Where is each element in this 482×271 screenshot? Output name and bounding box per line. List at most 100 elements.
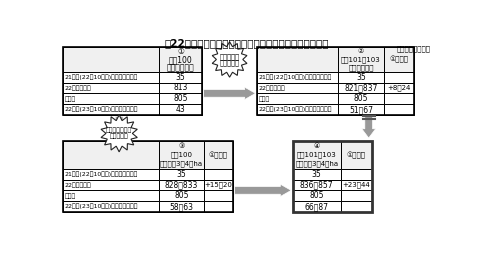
- Polygon shape: [203, 87, 255, 99]
- Text: 35: 35: [312, 170, 321, 179]
- Bar: [257, 47, 338, 72]
- Text: 過剰作付3～4万ha: 過剰作付3～4万ha: [160, 161, 203, 167]
- Text: 22年産生産量: 22年産生産量: [65, 182, 92, 188]
- Text: 22年産(23年10月末)持越在庫見通し: 22年産(23年10月末)持越在庫見通し: [65, 204, 138, 209]
- Bar: [293, 190, 341, 201]
- Bar: [203, 141, 233, 169]
- Text: 作況101～103: 作況101～103: [341, 56, 381, 63]
- Text: ②: ②: [358, 48, 364, 54]
- Text: 需要量: 需要量: [65, 193, 76, 199]
- Text: 、22年産米の作柄・作付状況にともなう需給ギャップ】: 、22年産米の作柄・作付状況にともなう需給ギャップ】: [165, 38, 329, 48]
- Text: 作況100: 作況100: [171, 152, 192, 158]
- Text: 過剰米発生: 過剰米発生: [220, 59, 240, 66]
- Text: 22年産生産量: 22年産生産量: [259, 85, 285, 91]
- Text: 58～63: 58～63: [170, 202, 194, 211]
- Text: 836～857: 836～857: [300, 180, 334, 189]
- Bar: [293, 180, 341, 190]
- Text: 813: 813: [174, 83, 188, 92]
- Text: ③: ③: [178, 143, 185, 149]
- Bar: [63, 104, 160, 115]
- Polygon shape: [212, 42, 247, 77]
- Text: 21年産(22年10月末)持越在庫見通し: 21年産(22年10月末)持越在庫見通し: [65, 74, 138, 80]
- Bar: [338, 83, 384, 93]
- Bar: [338, 104, 384, 115]
- Text: ①との差: ①との差: [347, 151, 366, 159]
- Bar: [160, 169, 203, 180]
- Bar: [203, 169, 233, 180]
- Text: 43: 43: [176, 105, 186, 114]
- Bar: [203, 180, 233, 190]
- Polygon shape: [101, 115, 137, 152]
- Bar: [257, 83, 338, 93]
- Text: 過剰作付なし: 過剰作付なし: [348, 64, 374, 71]
- Polygon shape: [362, 117, 375, 138]
- Bar: [63, 93, 160, 104]
- Text: 需要量: 需要量: [259, 96, 270, 102]
- Bar: [160, 141, 203, 169]
- Text: 豊作による: 豊作による: [220, 53, 240, 60]
- Bar: [63, 169, 160, 180]
- Bar: [384, 104, 414, 115]
- Bar: [341, 141, 372, 169]
- Bar: [203, 190, 233, 201]
- Bar: [341, 201, 372, 212]
- Text: +15～20: +15～20: [204, 182, 232, 188]
- Bar: [63, 72, 160, 83]
- Bar: [293, 141, 341, 169]
- Text: 22年産(23年10月末)持越在庫見通し: 22年産(23年10月末)持越在庫見通し: [65, 107, 138, 112]
- Bar: [338, 93, 384, 104]
- Bar: [63, 83, 160, 93]
- Text: ④: ④: [314, 143, 320, 149]
- Text: 22年産(23年10月末)持越在庫見通し: 22年産(23年10月末)持越在庫見通し: [259, 107, 332, 112]
- Bar: [63, 180, 160, 190]
- Polygon shape: [112, 117, 126, 138]
- Text: 22年産生産量: 22年産生産量: [65, 85, 92, 91]
- Bar: [160, 190, 203, 201]
- Polygon shape: [235, 184, 291, 196]
- Text: 35: 35: [356, 73, 366, 82]
- Text: ①との差: ①との差: [209, 151, 228, 159]
- Bar: [384, 72, 414, 83]
- Bar: [63, 190, 160, 201]
- Text: 805: 805: [174, 94, 188, 103]
- Text: 作況101～103: 作況101～103: [297, 152, 336, 158]
- Text: （単位：万トン）: （単位：万トン）: [397, 46, 431, 52]
- Text: ①: ①: [177, 47, 184, 56]
- Text: +23～44: +23～44: [342, 182, 370, 188]
- Bar: [160, 104, 202, 115]
- Text: 828～833: 828～833: [165, 180, 198, 189]
- Text: 21年産(22年10月末)持越在庫見通し: 21年産(22年10月末)持越在庫見通し: [65, 171, 138, 177]
- Text: 805: 805: [174, 191, 189, 200]
- Text: 805: 805: [309, 191, 324, 200]
- Bar: [384, 47, 414, 72]
- Bar: [293, 169, 341, 180]
- Bar: [160, 93, 202, 104]
- Bar: [257, 93, 338, 104]
- Bar: [341, 190, 372, 201]
- Text: ①との差: ①との差: [389, 56, 408, 63]
- Text: 作況100: 作況100: [169, 55, 193, 64]
- Text: 35: 35: [176, 73, 186, 82]
- Bar: [63, 47, 160, 72]
- Text: 過剰作付による: 過剰作付による: [106, 128, 132, 133]
- Bar: [63, 141, 160, 169]
- Text: 805: 805: [354, 94, 368, 103]
- Bar: [338, 47, 384, 72]
- Bar: [160, 180, 203, 190]
- Text: 21年産(22年10月末)持越在庫見通し: 21年産(22年10月末)持越在庫見通し: [259, 74, 332, 80]
- Text: 66～87: 66～87: [305, 202, 329, 211]
- Bar: [384, 83, 414, 93]
- Bar: [160, 83, 202, 93]
- Bar: [257, 104, 338, 115]
- Bar: [160, 72, 202, 83]
- Bar: [341, 169, 372, 180]
- Bar: [160, 201, 203, 212]
- Bar: [203, 201, 233, 212]
- Text: 51～67: 51～67: [349, 105, 373, 114]
- Bar: [384, 93, 414, 104]
- Bar: [257, 72, 338, 83]
- Text: 821～837: 821～837: [344, 83, 377, 92]
- Text: 過剰作付なし: 過剰作付なし: [167, 63, 195, 72]
- Text: 需要量: 需要量: [65, 96, 76, 102]
- Bar: [338, 72, 384, 83]
